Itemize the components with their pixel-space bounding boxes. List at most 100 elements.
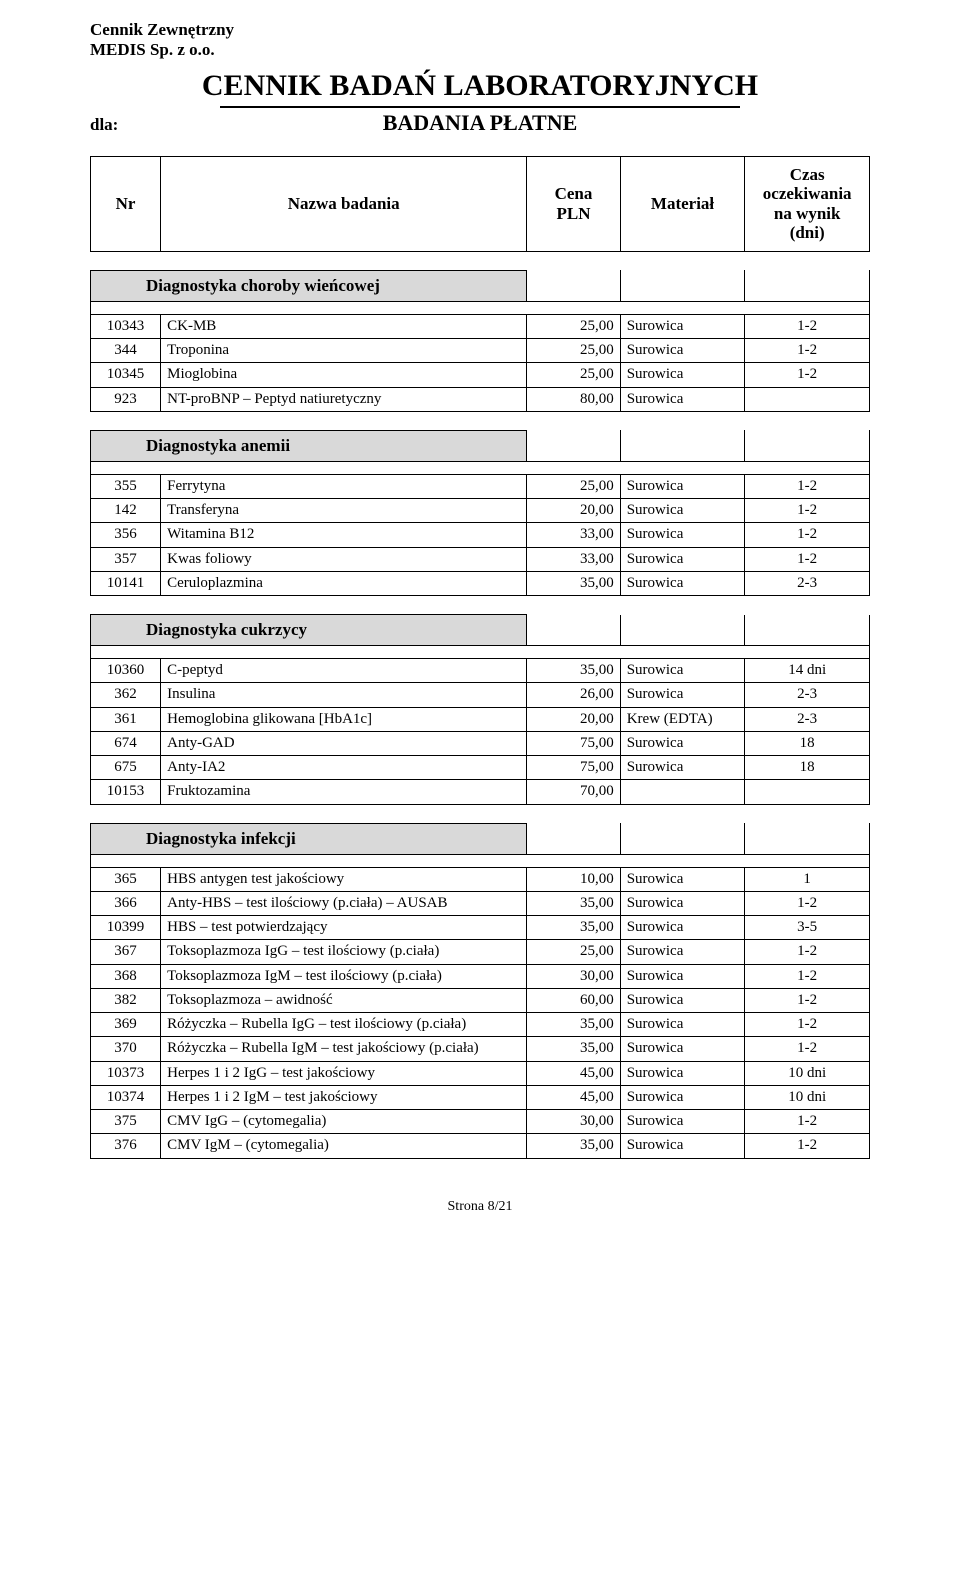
section-table: Diagnostyka anemii355Ferrytyna25,00Surow… xyxy=(90,430,870,596)
cell-nr: 10360 xyxy=(91,659,161,683)
cell-nr: 376 xyxy=(91,1134,161,1158)
cell-cena: 35,00 xyxy=(527,1037,620,1061)
cell-name: Różyczka – Rubella IgG – test ilościowy … xyxy=(161,1013,527,1037)
section: Diagnostyka anemii355Ferrytyna25,00Surow… xyxy=(90,430,870,596)
cell-cena: 26,00 xyxy=(527,683,620,707)
top-header: Cennik Zewnętrzny MEDIS Sp. z o.o. xyxy=(90,20,870,61)
table-row: 362Insulina26,00Surowica2-3 xyxy=(91,683,870,707)
cell-material: Surowica xyxy=(620,940,745,964)
cell-nr: 382 xyxy=(91,988,161,1012)
section-spacer xyxy=(620,430,745,461)
cell-czas: 1-2 xyxy=(745,964,870,988)
cell-czas: 1-2 xyxy=(745,1134,870,1158)
cell-nr: 10141 xyxy=(91,571,161,595)
section-table: Diagnostyka cukrzycy10360C-peptyd35,00Su… xyxy=(90,614,870,805)
cell-czas: 1-2 xyxy=(745,339,870,363)
cell-cena: 35,00 xyxy=(527,1013,620,1037)
cell-name: CMV IgM – (cytomegalia) xyxy=(161,1134,527,1158)
cell-nr: 361 xyxy=(91,707,161,731)
table-row: 10343CK-MB25,00Surowica1-2 xyxy=(91,314,870,338)
table-row: 370Różyczka – Rubella IgM – test jakości… xyxy=(91,1037,870,1061)
cell-nr: 10373 xyxy=(91,1061,161,1085)
sections-container: Diagnostyka choroby wieńcowej 10343CK-MB2… xyxy=(90,270,870,1159)
cell-czas: 1-2 xyxy=(745,547,870,571)
cell-material: Surowica xyxy=(620,571,745,595)
cell-czas: 2-3 xyxy=(745,571,870,595)
cell-name: Transferyna xyxy=(161,499,527,523)
cell-cena: 30,00 xyxy=(527,1110,620,1134)
section: Diagnostyka infekcji365HBS antygen test … xyxy=(90,823,870,1159)
table-row: 923NT-proBNP – Peptyd natiuretyczny80,00… xyxy=(91,387,870,411)
cell-czas xyxy=(745,387,870,411)
cell-material: Surowica xyxy=(620,1110,745,1134)
cell-material: Surowica xyxy=(620,1085,745,1109)
cell-nr: 368 xyxy=(91,964,161,988)
cell-name: HBS – test potwierdzający xyxy=(161,916,527,940)
section-gap xyxy=(91,461,870,474)
section-title: Diagnostyka cukrzycy xyxy=(91,615,527,646)
section-title: Diagnostyka choroby wieńcowej xyxy=(91,270,527,301)
cell-nr: 142 xyxy=(91,499,161,523)
cell-czas: 1-2 xyxy=(745,363,870,387)
cell-nr: 10345 xyxy=(91,363,161,387)
cell-nr: 10343 xyxy=(91,314,161,338)
cell-name: Kwas foliowy xyxy=(161,547,527,571)
cell-material: Surowica xyxy=(620,1134,745,1158)
cell-material: Surowica xyxy=(620,1061,745,1085)
cell-material: Surowica xyxy=(620,499,745,523)
cell-cena: 30,00 xyxy=(527,964,620,988)
table-row: 10141Ceruloplazmina35,00Surowica2-3 xyxy=(91,571,870,595)
cell-nr: 369 xyxy=(91,1013,161,1037)
table-row: 375CMV IgG – (cytomegalia)30,00Surowica1… xyxy=(91,1110,870,1134)
col-czas: Czas oczekiwania na wynik (dni) xyxy=(745,156,870,251)
cell-nr: 10153 xyxy=(91,780,161,804)
cell-nr: 365 xyxy=(91,867,161,891)
table-row: 10373Herpes 1 i 2 IgG – test jakościowy4… xyxy=(91,1061,870,1085)
section-spacer xyxy=(745,615,870,646)
cell-material: Surowica xyxy=(620,756,745,780)
cell-name: Fruktozamina xyxy=(161,780,527,804)
column-header-table: Nr Nazwa badania Cena PLN Materiał Czas … xyxy=(90,156,870,252)
cell-material: Surowica xyxy=(620,474,745,498)
page-footer: Strona 8/21 xyxy=(90,1199,870,1215)
section: Diagnostyka cukrzycy10360C-peptyd35,00Su… xyxy=(90,614,870,805)
cell-czas: 2-3 xyxy=(745,707,870,731)
cell-material: Surowica xyxy=(620,1037,745,1061)
table-row: 355Ferrytyna25,00Surowica1-2 xyxy=(91,474,870,498)
cell-name: C-peptyd xyxy=(161,659,527,683)
cell-cena: 20,00 xyxy=(527,499,620,523)
section-spacer xyxy=(745,270,870,301)
cell-cena: 35,00 xyxy=(527,916,620,940)
cell-nr: 357 xyxy=(91,547,161,571)
cell-cena: 35,00 xyxy=(527,891,620,915)
cell-name: Witamina B12 xyxy=(161,523,527,547)
cell-name: Herpes 1 i 2 IgG – test jakościowy xyxy=(161,1061,527,1085)
cell-nr: 675 xyxy=(91,756,161,780)
cell-nr: 344 xyxy=(91,339,161,363)
cell-material: Surowica xyxy=(620,1013,745,1037)
cell-czas: 1-2 xyxy=(745,314,870,338)
section-spacer xyxy=(620,270,745,301)
cell-cena: 33,00 xyxy=(527,523,620,547)
cell-czas: 1 xyxy=(745,867,870,891)
cell-cena: 70,00 xyxy=(527,780,620,804)
section-spacer xyxy=(620,615,745,646)
cell-cena: 45,00 xyxy=(527,1085,620,1109)
cell-czas: 3-5 xyxy=(745,916,870,940)
cell-name: Różyczka – Rubella IgM – test jakościowy… xyxy=(161,1037,527,1061)
main-title: CENNIK BADAŃ LABORATORYJNYCH xyxy=(90,69,870,103)
section: Diagnostyka choroby wieńcowej 10343CK-MB2… xyxy=(90,270,870,412)
cell-material: Surowica xyxy=(620,523,745,547)
cell-czas: 1-2 xyxy=(745,1013,870,1037)
cell-cena: 33,00 xyxy=(527,547,620,571)
table-row: 344Troponina25,00Surowica1-2 xyxy=(91,339,870,363)
cell-nr: 370 xyxy=(91,1037,161,1061)
cell-nr: 674 xyxy=(91,731,161,755)
cell-name: Toksoplazmoza IgG – test ilościowy (p.ci… xyxy=(161,940,527,964)
cell-material: Surowica xyxy=(620,547,745,571)
header-line2: MEDIS Sp. z o.o. xyxy=(90,40,870,60)
table-row: 376CMV IgM – (cytomegalia)35,00Surowica1… xyxy=(91,1134,870,1158)
cell-material: Surowica xyxy=(620,659,745,683)
table-row: 361Hemoglobina glikowana [HbA1c]20,00Kre… xyxy=(91,707,870,731)
cell-cena: 45,00 xyxy=(527,1061,620,1085)
